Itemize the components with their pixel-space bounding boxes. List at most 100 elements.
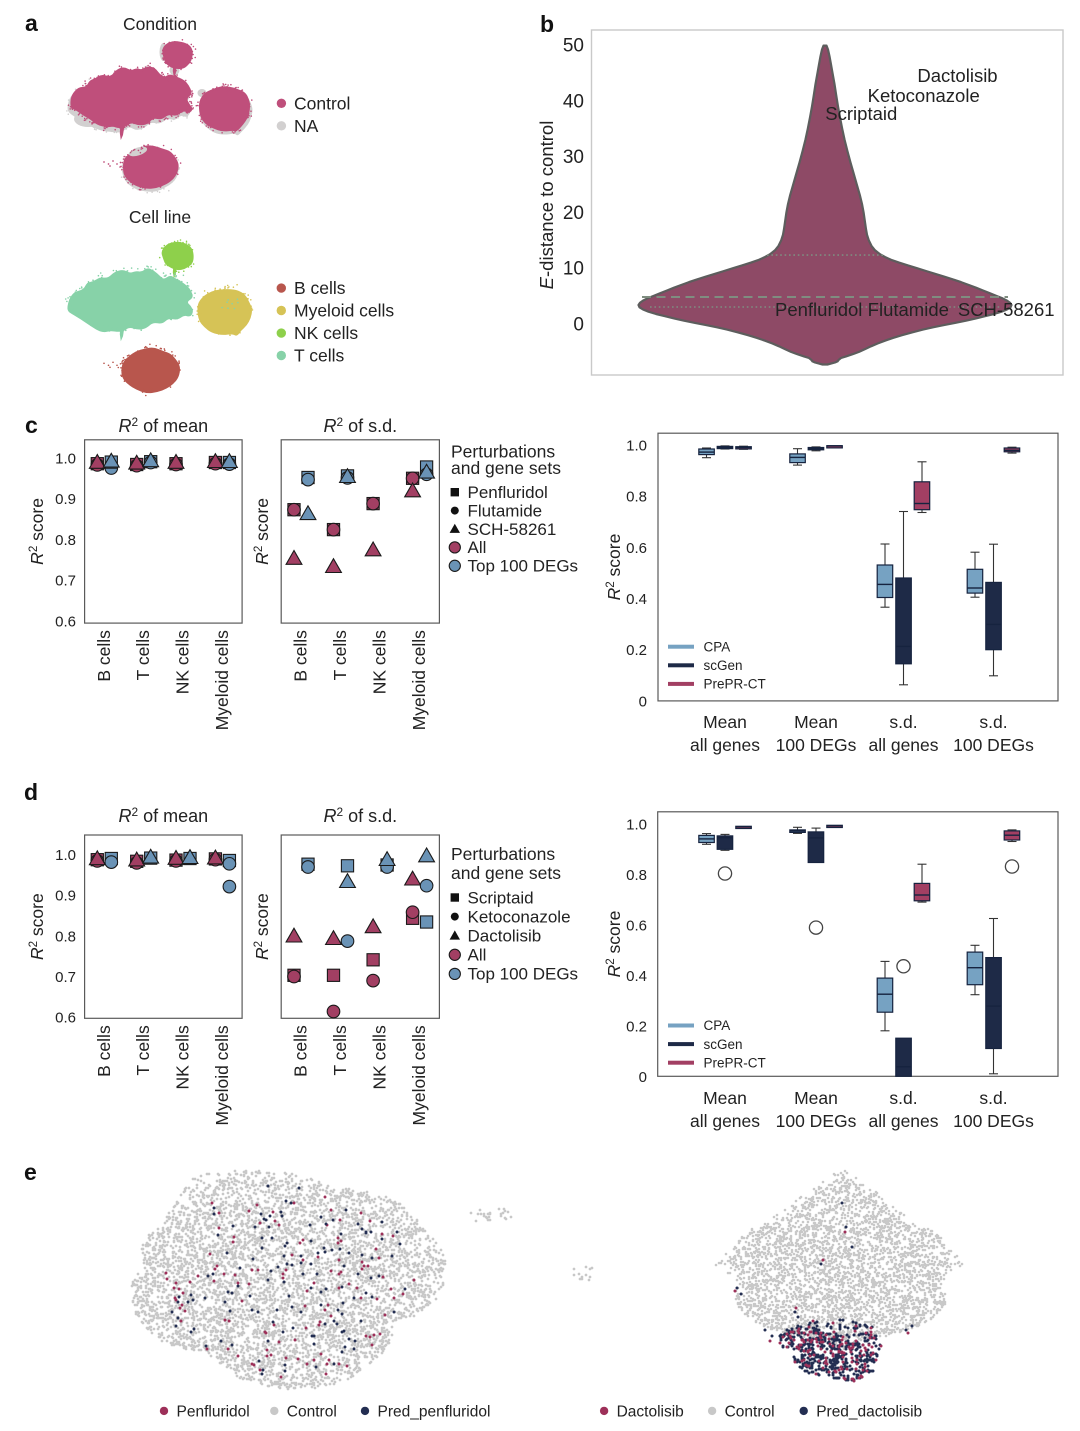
svg-text:Control: Control <box>725 1403 775 1420</box>
svg-text:Scriptaid: Scriptaid <box>825 103 897 124</box>
svg-text:0.6: 0.6 <box>626 540 647 557</box>
svg-text:Perturbations: Perturbations <box>451 844 555 864</box>
svg-text:Myeloid cells: Myeloid cells <box>212 630 232 730</box>
svg-text:All: All <box>468 946 487 965</box>
svg-text:scGen: scGen <box>704 658 743 673</box>
svg-text:10: 10 <box>563 259 584 280</box>
svg-text:R2 of mean: R2 of mean <box>118 805 208 826</box>
svg-text:50: 50 <box>563 36 584 57</box>
svg-text:Top 100 DEGs: Top 100 DEGs <box>468 965 579 984</box>
svg-text:Dactolisib: Dactolisib <box>617 1403 684 1420</box>
svg-text:Myeloid cells: Myeloid cells <box>409 1025 429 1125</box>
svg-text:0.9: 0.9 <box>55 888 76 905</box>
svg-text:b: b <box>540 11 554 37</box>
svg-text:0.7: 0.7 <box>55 969 76 986</box>
svg-text:100 DEGs: 100 DEGs <box>776 1111 857 1131</box>
svg-text:100 DEGs: 100 DEGs <box>953 735 1034 755</box>
svg-text:0.2: 0.2 <box>626 642 647 659</box>
svg-text:Penfluridol: Penfluridol <box>468 483 548 502</box>
svg-text:Myeloid cells: Myeloid cells <box>212 1025 232 1125</box>
svg-text:Condition: Condition <box>123 14 197 34</box>
svg-text:Mean: Mean <box>703 1088 747 1108</box>
svg-text:Penfluridol: Penfluridol <box>177 1403 250 1420</box>
svg-text:s.d.: s.d. <box>889 1088 917 1108</box>
svg-text:R2 score: R2 score <box>252 498 272 565</box>
svg-text:all genes: all genes <box>690 735 760 755</box>
svg-text:T cells: T cells <box>330 1025 350 1075</box>
svg-text:Myeloid cells: Myeloid cells <box>409 630 429 730</box>
svg-text:T cells: T cells <box>330 630 350 680</box>
svg-text:CPA: CPA <box>704 639 731 654</box>
svg-text:R2 score: R2 score <box>27 498 47 565</box>
svg-text:and gene sets: and gene sets <box>451 458 561 478</box>
svg-text:NK cells: NK cells <box>370 630 390 694</box>
svg-text:SCH-58261: SCH-58261 <box>468 520 557 539</box>
svg-text:0.9: 0.9 <box>55 491 76 508</box>
svg-text:0.7: 0.7 <box>55 573 76 590</box>
svg-text:0.6: 0.6 <box>55 613 76 630</box>
svg-text:R2 of s.d.: R2 of s.d. <box>323 415 397 436</box>
svg-text:c: c <box>25 412 38 438</box>
svg-text:all genes: all genes <box>868 1111 938 1131</box>
svg-text:Control: Control <box>294 93 350 113</box>
svg-text:NK cells: NK cells <box>173 630 193 694</box>
svg-text:B cells: B cells <box>294 278 346 298</box>
svg-text:Mean: Mean <box>703 712 747 732</box>
svg-text:Dactolisib: Dactolisib <box>468 927 542 946</box>
svg-text:NA: NA <box>294 116 319 136</box>
svg-text:Ketoconazole: Ketoconazole <box>468 907 571 926</box>
svg-text:NK cells: NK cells <box>294 323 358 343</box>
svg-text:Pred_penfluridol: Pred_penfluridol <box>378 1403 491 1420</box>
svg-text:and gene sets: and gene sets <box>451 863 561 883</box>
svg-text:d: d <box>24 779 38 805</box>
svg-text:all genes: all genes <box>690 1111 760 1131</box>
svg-text:Top 100 DEGs: Top 100 DEGs <box>468 557 579 576</box>
svg-text:s.d.: s.d. <box>889 712 917 732</box>
svg-text:CPA: CPA <box>704 1018 731 1033</box>
svg-text:NK cells: NK cells <box>370 1025 390 1089</box>
svg-text:Cell line: Cell line <box>129 207 191 227</box>
svg-text:B cells: B cells <box>94 630 114 682</box>
svg-text:0.8: 0.8 <box>55 532 76 549</box>
svg-text:a: a <box>25 10 38 36</box>
svg-text:B cells: B cells <box>291 1025 311 1077</box>
svg-text:All: All <box>468 538 487 557</box>
svg-text:0.2: 0.2 <box>626 1018 647 1035</box>
svg-text:30: 30 <box>563 147 584 168</box>
svg-text:scGen: scGen <box>704 1037 743 1052</box>
svg-text:1.0: 1.0 <box>55 847 76 864</box>
svg-text:0.8: 0.8 <box>626 489 647 506</box>
svg-text:40: 40 <box>563 91 584 112</box>
svg-text:Flutamide: Flutamide <box>868 299 949 320</box>
svg-text:R2 score: R2 score <box>604 911 624 978</box>
svg-text:R2 score: R2 score <box>27 893 47 960</box>
svg-text:B cells: B cells <box>94 1025 114 1077</box>
svg-text:all genes: all genes <box>868 735 938 755</box>
svg-text:1.0: 1.0 <box>55 451 76 468</box>
svg-text:Penfluridol: Penfluridol <box>775 299 862 320</box>
svg-text:0: 0 <box>573 315 584 336</box>
svg-text:1.0: 1.0 <box>626 437 647 454</box>
svg-text:100 DEGs: 100 DEGs <box>953 1111 1034 1131</box>
svg-text:0.8: 0.8 <box>55 928 76 945</box>
svg-text:T cells: T cells <box>294 346 344 366</box>
svg-text:Flutamide: Flutamide <box>468 501 543 520</box>
svg-text:0.4: 0.4 <box>626 591 647 608</box>
svg-text:PrePR-CT: PrePR-CT <box>704 677 766 692</box>
svg-text:e: e <box>24 1159 37 1185</box>
svg-text:0: 0 <box>639 1069 647 1086</box>
svg-text:Mean: Mean <box>794 1088 838 1108</box>
svg-text:E-distance to control: E-distance to control <box>536 121 557 290</box>
svg-text:Perturbations: Perturbations <box>451 442 555 462</box>
svg-text:R2 score: R2 score <box>252 893 272 960</box>
svg-text:Scriptaid: Scriptaid <box>468 888 534 907</box>
svg-text:NK cells: NK cells <box>173 1025 193 1089</box>
svg-text:Ketoconazole: Ketoconazole <box>868 85 980 106</box>
svg-text:Mean: Mean <box>794 712 838 732</box>
svg-text:1.0: 1.0 <box>626 816 647 833</box>
svg-text:Control: Control <box>287 1403 337 1420</box>
svg-text:0: 0 <box>639 693 647 710</box>
svg-text:R2 of mean: R2 of mean <box>118 415 208 436</box>
svg-text:0.4: 0.4 <box>626 968 647 985</box>
svg-text:PrePR-CT: PrePR-CT <box>704 1055 766 1070</box>
